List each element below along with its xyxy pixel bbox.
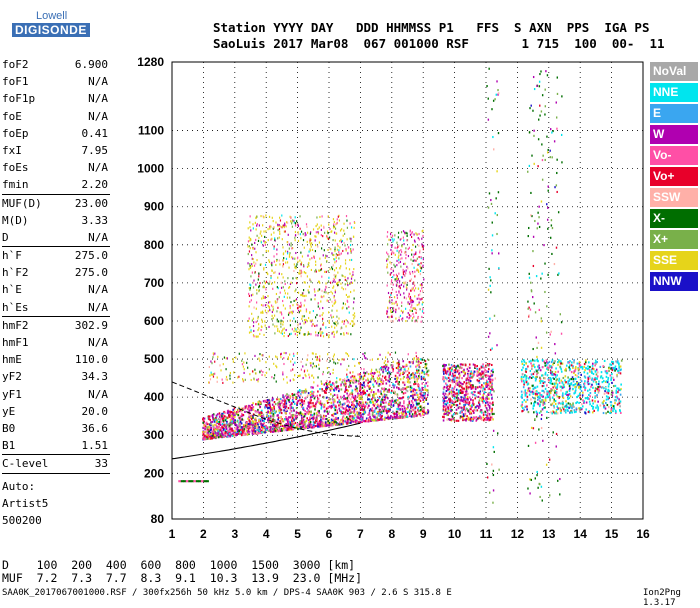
legend-item-w: W bbox=[650, 125, 698, 144]
y-tick-label: 400 bbox=[144, 390, 164, 404]
legend-item-nnw: NNW bbox=[650, 272, 698, 291]
x-tick-label: 12 bbox=[511, 527, 525, 541]
x-tick-label: 6 bbox=[326, 527, 333, 541]
legend-item-ssw: SSW bbox=[650, 188, 698, 207]
x-tick-label: 14 bbox=[574, 527, 588, 541]
x-tick-label: 2 bbox=[200, 527, 207, 541]
legend-item-xplus: X+ bbox=[650, 230, 698, 249]
y-tick-label: 1000 bbox=[137, 162, 164, 176]
y-tick-label: 80 bbox=[151, 512, 165, 526]
legend-item-xminus: X- bbox=[650, 209, 698, 228]
y-tick-label: 600 bbox=[144, 314, 164, 328]
x-tick-label: 9 bbox=[420, 527, 427, 541]
y-tick-label: 1100 bbox=[138, 124, 164, 138]
y-tick-label: 1280 bbox=[137, 55, 164, 69]
x-tick-label: 3 bbox=[231, 527, 238, 541]
y-tick-label: 900 bbox=[144, 200, 164, 214]
file-info-footer: SAA0K_2017067001000.RSF / 300fx256h 50 k… bbox=[2, 588, 452, 598]
x-tick-label: 8 bbox=[388, 527, 395, 541]
x-tick-label: 11 bbox=[480, 527, 493, 541]
y-tick-label: 800 bbox=[144, 238, 164, 252]
x-tick-label: 13 bbox=[542, 527, 556, 541]
legend-item-noval: NoVal bbox=[650, 62, 698, 81]
legend-item-e: E bbox=[650, 104, 698, 123]
echo-traces bbox=[178, 68, 622, 504]
muf-distance-row: D 100 200 400 600 800 1000 1500 3000 [km… bbox=[2, 558, 355, 572]
legend-item-sse: SSE bbox=[650, 251, 698, 270]
y-tick-label: 200 bbox=[144, 466, 164, 480]
plot-grid bbox=[172, 62, 643, 519]
y-tick-label: 300 bbox=[144, 428, 164, 442]
x-tick-label: 7 bbox=[357, 527, 364, 541]
x-tick-label: 5 bbox=[294, 527, 301, 541]
x-tick-label: 4 bbox=[263, 527, 270, 541]
legend-item-voplus: Vo+ bbox=[650, 167, 698, 186]
y-tick-label: 700 bbox=[144, 276, 164, 290]
version-label: Ion2Png 1.3.17 bbox=[643, 588, 700, 608]
muf-values-row: MUF 7.2 7.3 7.7 8.3 9.1 10.3 13.9 23.0 [… bbox=[2, 571, 362, 585]
legend-item-vominus: Vo- bbox=[650, 146, 698, 165]
x-tick-label: 16 bbox=[636, 527, 650, 541]
x-tick-label: 1 bbox=[169, 527, 176, 541]
x-tick-label: 15 bbox=[605, 527, 619, 541]
legend-item-nne: NNE bbox=[650, 83, 698, 102]
y-tick-label: 500 bbox=[144, 352, 164, 366]
x-tick-label: 10 bbox=[448, 527, 462, 541]
